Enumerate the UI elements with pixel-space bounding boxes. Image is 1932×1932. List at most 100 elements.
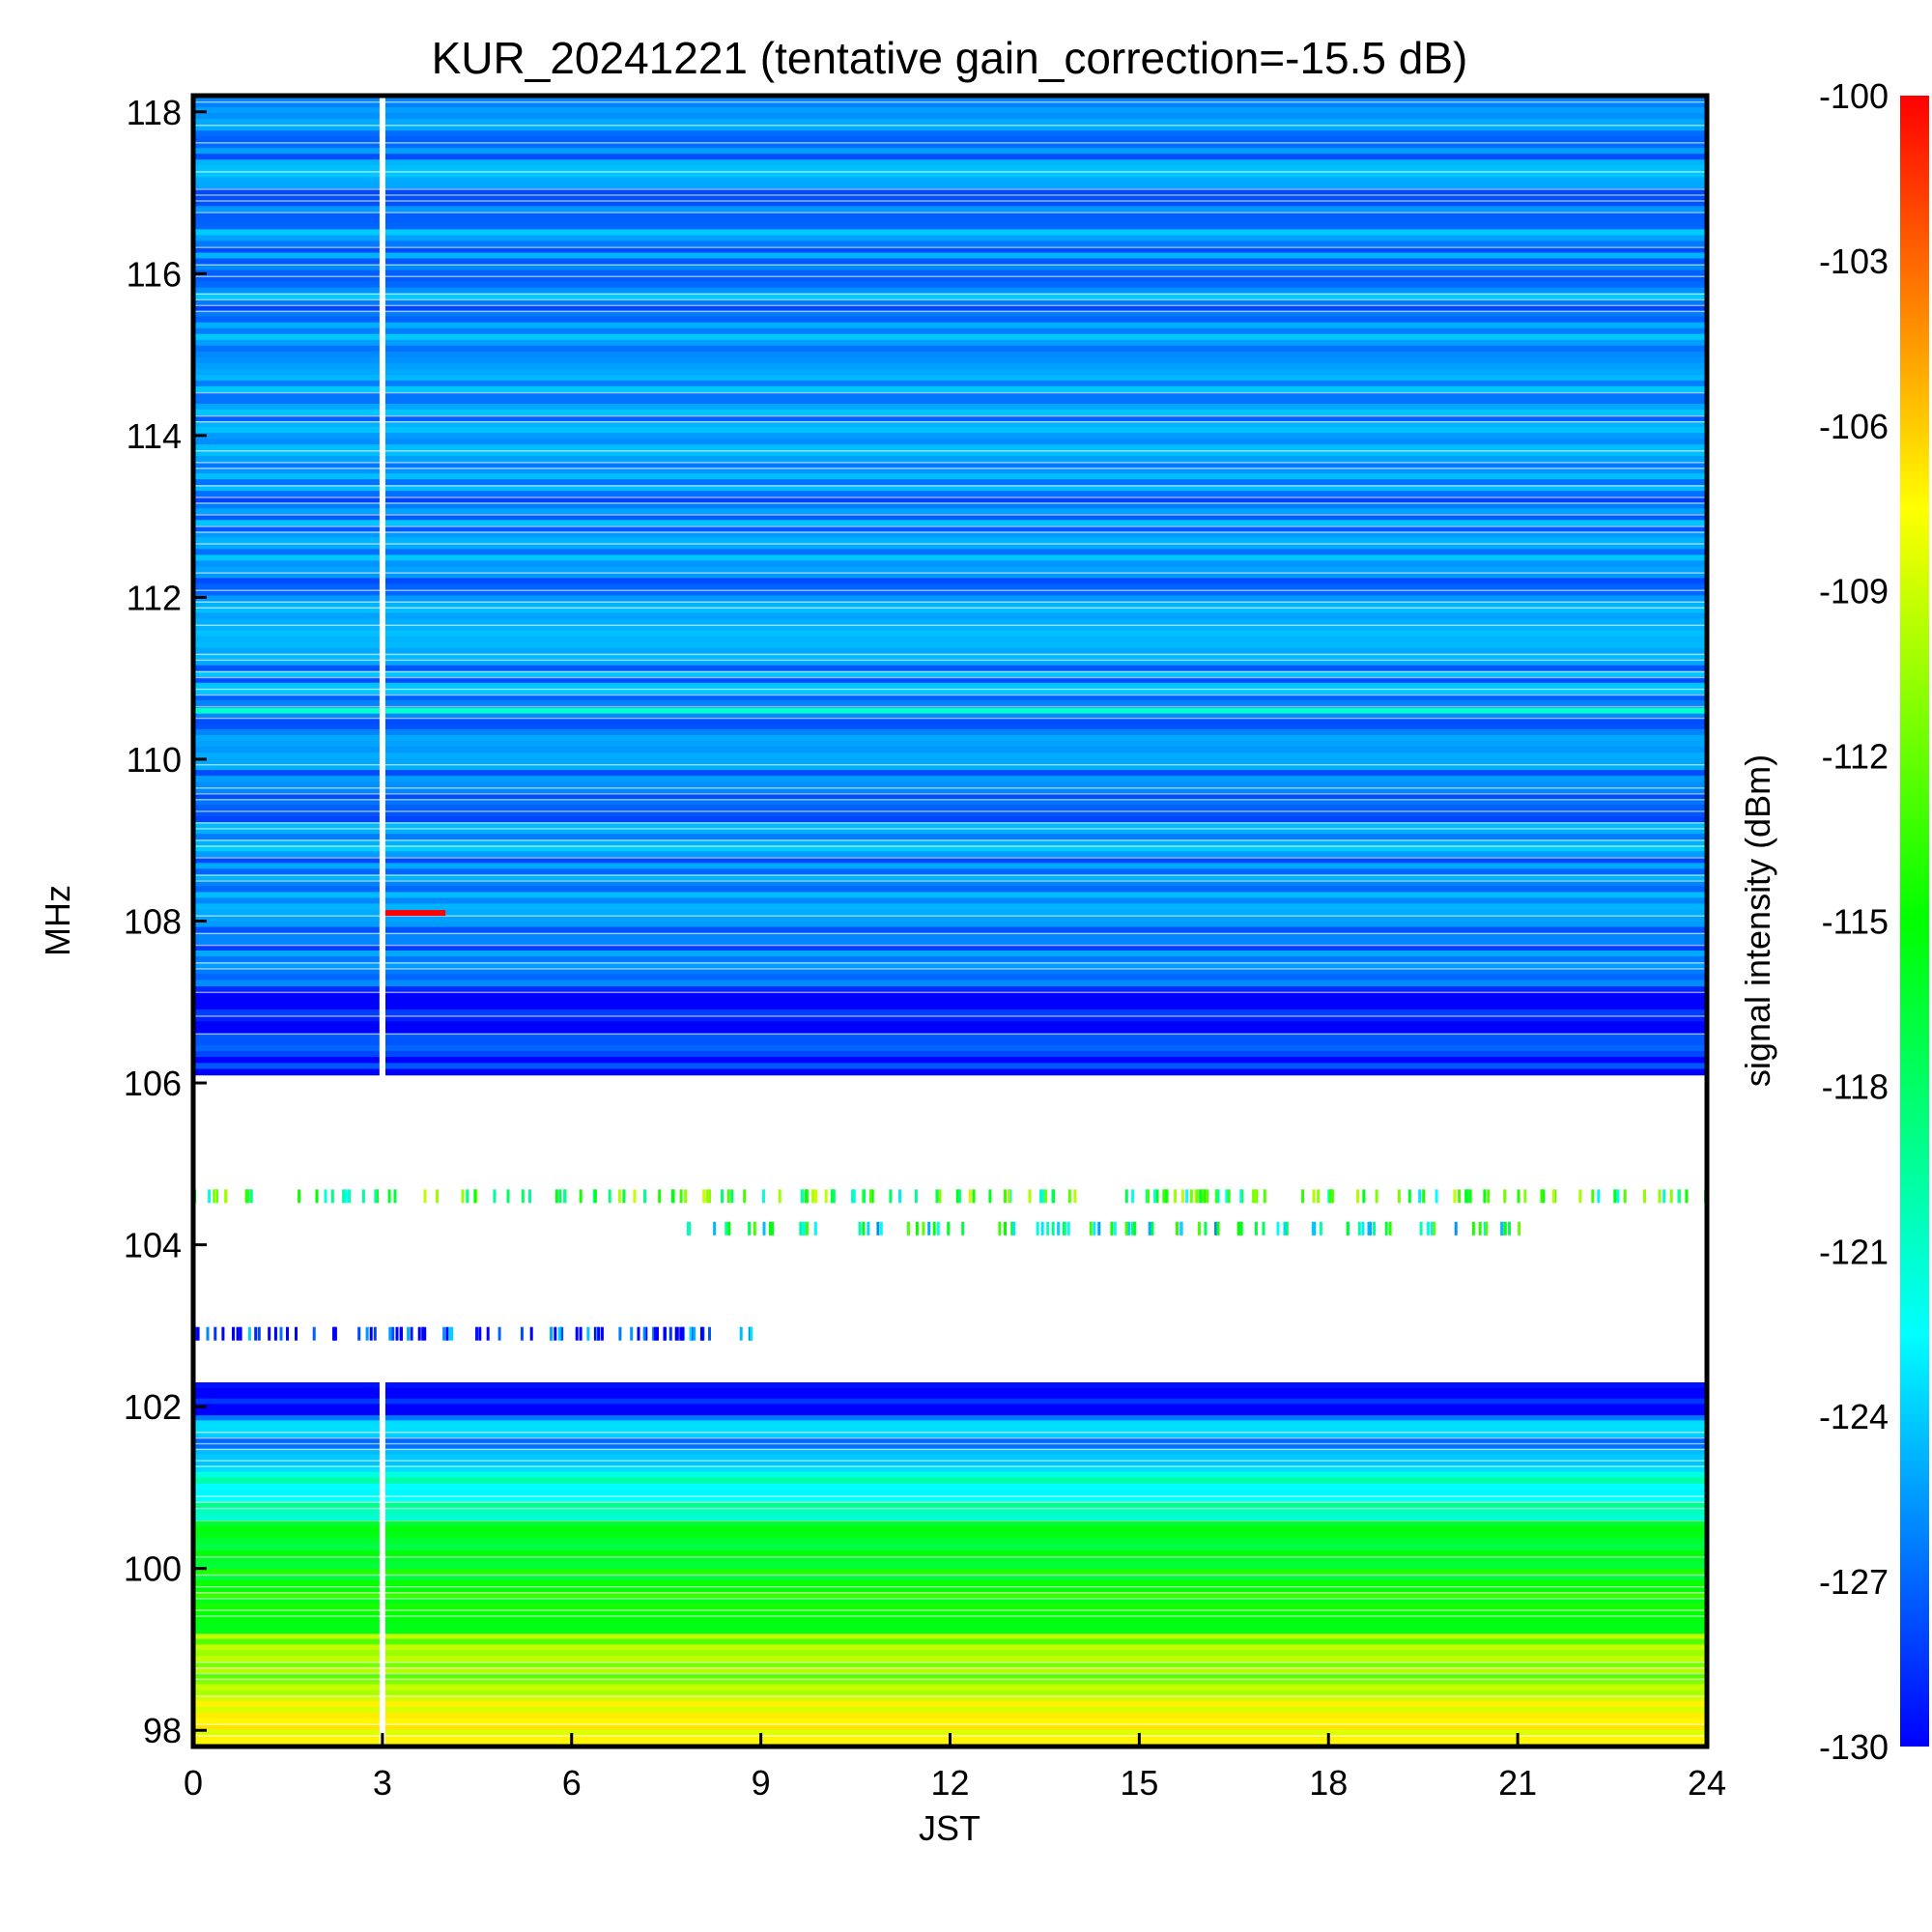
signal-blip: [1369, 1221, 1373, 1236]
signal-blip: [643, 1189, 646, 1204]
heatmap-row: [193, 1718, 1707, 1725]
signal-blip: [1051, 1221, 1055, 1236]
heatmap-row: [193, 549, 1707, 555]
heatmap-row: [193, 154, 1707, 160]
heatmap-row: [193, 764, 1707, 771]
signal-blip: [748, 1221, 752, 1236]
signal-blip: [1201, 1189, 1205, 1204]
signal-blip: [1384, 1221, 1388, 1236]
signal-blip: [298, 1189, 301, 1204]
signal-blip: [1623, 1189, 1627, 1204]
y-tick-label: 118: [127, 93, 182, 132]
heatmap-row: [193, 834, 1707, 840]
heatmap-row: [193, 1015, 1707, 1022]
signal-blip: [914, 1189, 918, 1204]
signal-blip: [618, 1326, 622, 1341]
signal-blip: [670, 1189, 674, 1204]
heatmap-row: [193, 944, 1707, 952]
y-tick-label: 104: [124, 1226, 182, 1265]
heatmap-row: [193, 1436, 1707, 1444]
signal-blip: [1131, 1189, 1135, 1204]
signal-blip: [1276, 1221, 1280, 1236]
heatmap-row: [193, 734, 1707, 742]
heatmap-row: [193, 670, 1707, 678]
signal-blip: [1483, 1189, 1487, 1204]
heatmap-row: [193, 950, 1707, 957]
signal-blip: [213, 1189, 217, 1204]
signal-blip: [1311, 1221, 1315, 1236]
signal-blip: [257, 1326, 261, 1341]
heatmap-row: [193, 1549, 1707, 1557]
signal-blip: [1263, 1189, 1266, 1204]
signal-blip: [365, 1326, 369, 1341]
heatmap-gap-line: [193, 1678, 1707, 1681]
heatmap-row: [193, 607, 1707, 614]
heatmap-row: [193, 1556, 1707, 1564]
heatmap-row: [193, 1448, 1707, 1456]
heatmap-row: [193, 1525, 1707, 1533]
signal-blip: [1500, 1221, 1504, 1236]
signal-blip: [1181, 1189, 1184, 1204]
heatmap-row: [193, 212, 1707, 218]
signal-blip: [700, 1326, 704, 1341]
signal-blip: [1397, 1189, 1401, 1204]
heatmap-row: [193, 229, 1707, 237]
signal-blip: [268, 1326, 271, 1341]
colorbar-tick-label: -106: [1819, 407, 1889, 446]
heatmap-gap-line: [193, 1460, 1707, 1462]
signal-blip: [423, 1326, 427, 1341]
heatmap-row: [193, 926, 1707, 934]
signal-blip: [898, 1189, 901, 1204]
heatmap-gap-line: [193, 1672, 1707, 1675]
signal-blip: [802, 1221, 805, 1236]
signal-blip: [1063, 1221, 1066, 1236]
signal-blip: [674, 1326, 678, 1341]
heatmap-row: [193, 531, 1707, 538]
heatmap-row: [193, 339, 1707, 347]
signal-blip: [1388, 1221, 1392, 1236]
heatmap-row: [193, 258, 1707, 266]
heatmap-row: [193, 188, 1707, 195]
signal-blip: [1435, 1189, 1438, 1204]
signal-blip: [1174, 1189, 1178, 1204]
heatmap-row: [193, 462, 1707, 469]
signal-blip: [617, 1189, 621, 1204]
signal-blip: [461, 1189, 465, 1204]
heatmap-row: [193, 148, 1707, 155]
signal-blip: [1373, 1221, 1376, 1236]
signal-blip: [689, 1326, 693, 1341]
signal-blip: [1485, 1221, 1489, 1236]
signal-blip: [708, 1326, 711, 1341]
signal-blip: [245, 1189, 248, 1204]
signal-blip: [876, 1221, 880, 1236]
heatmap-gap-line: [193, 188, 1707, 190]
heatmap-gap-line: [193, 420, 1707, 423]
heatmap-row: [193, 397, 1707, 405]
colorbar-tick-label: -130: [1819, 1727, 1889, 1767]
y-tick-label: 108: [124, 902, 182, 942]
signal-blip: [936, 1221, 940, 1236]
signal-blip: [1283, 1221, 1287, 1236]
heatmap-gap-line: [193, 543, 1707, 545]
heatmap-row: [193, 1656, 1707, 1662]
heatmap-row: [193, 636, 1707, 643]
signal-blip: [955, 1189, 959, 1204]
x-tick-label: 12: [930, 1763, 969, 1803]
heatmap-gap-line: [193, 1501, 1707, 1503]
x-tick-label: 18: [1309, 1763, 1348, 1803]
signal-blip: [813, 1221, 817, 1236]
heatmap-row: [193, 793, 1707, 800]
signal-blip: [1216, 1189, 1220, 1204]
heatmap-row: [193, 420, 1707, 428]
heatmap-row: [193, 1454, 1707, 1462]
heatmap-row: [193, 374, 1707, 382]
signal-blip: [1199, 1189, 1203, 1204]
signal-blip: [1225, 1189, 1229, 1204]
heatmap-row: [193, 828, 1707, 835]
heatmap-gap-line: [193, 839, 1707, 841]
signal-blip: [1361, 1221, 1365, 1236]
heatmap-row: [193, 880, 1707, 887]
signal-blip: [922, 1221, 925, 1236]
signal-blip: [750, 1326, 753, 1341]
signal-blip: [1040, 1221, 1044, 1236]
